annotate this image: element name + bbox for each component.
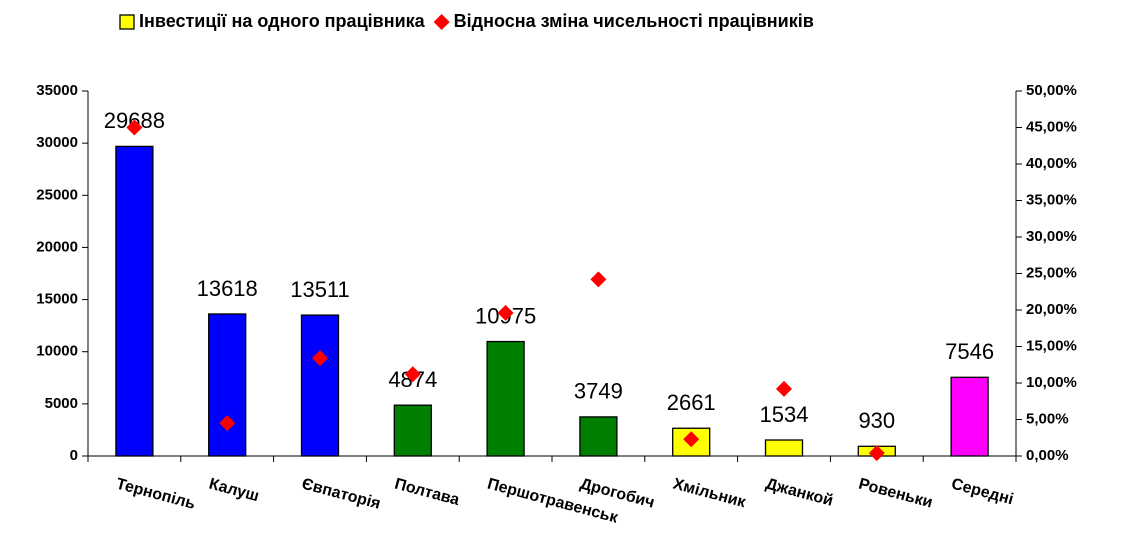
legend-swatch <box>119 14 135 30</box>
x-tick-label: Ровеньки <box>857 476 935 512</box>
diamond <box>776 380 792 397</box>
value-label: 3749 <box>574 379 623 404</box>
legend-swatch <box>433 14 450 30</box>
diamond <box>683 431 700 448</box>
y2-tick-label: 10,00% <box>1026 374 1077 391</box>
x-tick-label: Полтава <box>393 476 462 510</box>
value-label: 13511 <box>290 277 350 302</box>
x-tick-label: Джанкой <box>764 476 835 510</box>
y2-tick-label: 40,00% <box>1026 155 1077 172</box>
bar <box>950 376 989 457</box>
bar <box>393 404 432 457</box>
y-tick-label: 0 <box>70 447 78 464</box>
y-tick-label: 15000 <box>36 291 78 308</box>
y-tick-label: 25000 <box>36 186 78 203</box>
y2-tick-label: 30,00% <box>1026 228 1077 245</box>
value-label: 930 <box>858 408 895 433</box>
y2-tick-label: 15,00% <box>1026 337 1077 354</box>
value-label: 7546 <box>945 339 994 364</box>
y-tick-label: 30000 <box>36 134 78 151</box>
bar <box>579 416 618 457</box>
diamond <box>497 304 514 321</box>
bar <box>115 145 154 457</box>
x-tick-label: Хмільник <box>671 476 748 512</box>
y2-tick-label: 45,00% <box>1026 118 1077 135</box>
y-tick-label: 10000 <box>36 343 78 360</box>
y2-tick-label: 25,00% <box>1026 264 1077 281</box>
diamond <box>126 119 143 136</box>
diamond <box>404 366 421 383</box>
legend-label: Інвестиції на одного працівника <box>139 11 426 31</box>
value-label: 1534 <box>760 402 809 427</box>
diamond <box>219 415 236 432</box>
diamond <box>312 350 328 367</box>
bar <box>486 340 525 457</box>
y2-tick-label: 20,00% <box>1026 301 1077 318</box>
diamond <box>868 445 885 462</box>
bar <box>300 314 340 457</box>
x-tick-label: Середні <box>949 476 1015 509</box>
value-label: 2661 <box>667 390 716 415</box>
y2-tick-label: 0,00% <box>1026 447 1069 464</box>
diamond <box>590 271 607 288</box>
bar <box>764 439 804 457</box>
y-tick-label: 35000 <box>36 82 78 99</box>
x-tick-label: Тернопіль <box>114 476 197 513</box>
y2-tick-label: 5,00% <box>1026 410 1069 427</box>
y2-tick-label: 35,00% <box>1026 191 1077 208</box>
x-tick-label: Євпаторія <box>300 476 382 513</box>
x-tick-label: Калуш <box>207 476 261 506</box>
legend-label: Відносна зміна чисельності працівників <box>454 11 814 31</box>
y-tick-label: 20000 <box>36 238 78 255</box>
value-label: 13618 <box>197 276 258 301</box>
y-tick-label: 5000 <box>45 395 78 412</box>
y2-tick-label: 50,00% <box>1026 82 1077 99</box>
bar <box>208 313 247 457</box>
